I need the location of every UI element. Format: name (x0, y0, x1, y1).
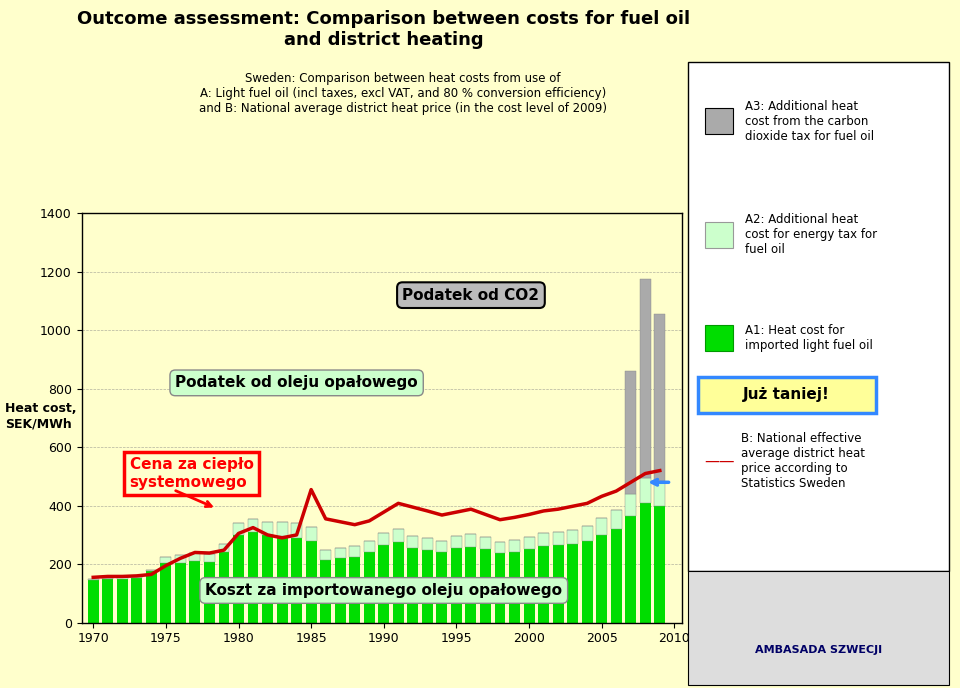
Bar (582, 526, 592, 541)
Bar (335, 548, 346, 559)
Bar (437, 552, 447, 623)
Text: Outcome assessment: Comparison between costs for fuel oil
and district heating: Outcome assessment: Comparison between c… (78, 10, 690, 49)
Bar (567, 544, 578, 623)
Text: Heat cost,
SEK/MWh: Heat cost, SEK/MWh (5, 402, 76, 430)
Bar (132, 578, 142, 623)
Bar (655, 481, 665, 506)
Bar (378, 545, 389, 623)
Bar (625, 494, 636, 516)
Bar (421, 550, 433, 623)
Bar (480, 549, 491, 623)
Bar (276, 522, 288, 537)
Bar (523, 537, 535, 549)
Text: A3: Additional heat
cost from the carbon
dioxide tax for fuel oil: A3: Additional heat cost from the carbon… (745, 100, 875, 142)
Text: ——: —— (705, 453, 735, 469)
Bar (349, 557, 360, 623)
Bar (189, 553, 201, 561)
Bar (539, 533, 549, 546)
Bar (219, 552, 229, 623)
Bar (248, 519, 258, 532)
Bar (204, 554, 215, 562)
Text: B: National effective
average district heat
price according to
Statistics Sweden: B: National effective average district h… (741, 432, 865, 490)
Text: Koszt za importowanego oleju opałowego: Koszt za importowanego oleju opałowego (205, 583, 563, 598)
Text: Cena za ciepło
systemowego: Cena za ciepło systemowego (130, 458, 253, 490)
Bar (117, 577, 128, 579)
Bar (625, 516, 636, 623)
Bar (189, 561, 201, 623)
Bar (132, 577, 142, 578)
Bar (596, 518, 607, 535)
Text: AMBASADA SZWECJI: AMBASADA SZWECJI (756, 645, 882, 655)
Bar (480, 537, 491, 549)
Bar (160, 563, 171, 623)
Text: A2: Additional heat
cost for energy tax for
fuel oil: A2: Additional heat cost for energy tax … (745, 213, 877, 256)
Bar (393, 542, 404, 623)
Bar (103, 579, 113, 623)
Text: Sweden: Comparison between heat costs from use of
A: Light fuel oil (incl taxes,: Sweden: Comparison between heat costs fr… (200, 72, 608, 115)
Bar (451, 548, 462, 623)
Bar (639, 503, 651, 623)
Bar (204, 562, 215, 623)
Bar (175, 563, 186, 623)
Bar (117, 579, 128, 623)
Bar (160, 557, 171, 563)
Bar (378, 533, 389, 545)
Bar (87, 579, 99, 580)
Bar (494, 553, 506, 623)
Bar (262, 535, 273, 623)
Bar (146, 572, 156, 623)
Bar (321, 550, 331, 560)
Bar (262, 522, 273, 535)
Bar (233, 524, 244, 535)
Bar (321, 560, 331, 623)
Text: Podatek od oleju opałowego: Podatek od oleju opałowego (176, 376, 418, 390)
Bar (553, 532, 564, 545)
Bar (625, 372, 636, 494)
Bar (175, 555, 186, 563)
Bar (509, 552, 520, 623)
Bar (407, 548, 419, 623)
Bar (219, 544, 229, 552)
Bar (596, 535, 607, 623)
Bar (611, 510, 622, 529)
Bar (305, 541, 317, 623)
Bar (335, 559, 346, 623)
Bar (421, 539, 433, 550)
Bar (437, 541, 447, 552)
Bar (451, 536, 462, 548)
Bar (248, 532, 258, 623)
Bar (146, 570, 156, 572)
Bar (466, 534, 476, 546)
Bar (407, 536, 419, 548)
Bar (523, 549, 535, 623)
Bar (655, 506, 665, 623)
Text: Podatek od CO2: Podatek od CO2 (402, 288, 540, 303)
Bar (639, 279, 651, 478)
Bar (582, 541, 592, 623)
Bar (349, 546, 360, 557)
Bar (494, 542, 506, 553)
Bar (276, 537, 288, 623)
Bar (553, 545, 564, 623)
Bar (291, 538, 302, 623)
Bar (567, 530, 578, 544)
Bar (305, 527, 317, 541)
Bar (466, 546, 476, 623)
Bar (393, 529, 404, 542)
Bar (639, 478, 651, 503)
Bar (364, 541, 374, 552)
Bar (291, 523, 302, 538)
Bar (87, 580, 99, 623)
Bar (655, 314, 665, 481)
Bar (233, 535, 244, 623)
Bar (364, 552, 374, 623)
Text: A1: Heat cost for
imported light fuel oil: A1: Heat cost for imported light fuel oi… (745, 324, 873, 352)
Bar (539, 546, 549, 623)
Bar (103, 578, 113, 579)
Bar (509, 540, 520, 552)
Text: Już taniej!: Już taniej! (743, 387, 830, 402)
Bar (611, 529, 622, 623)
